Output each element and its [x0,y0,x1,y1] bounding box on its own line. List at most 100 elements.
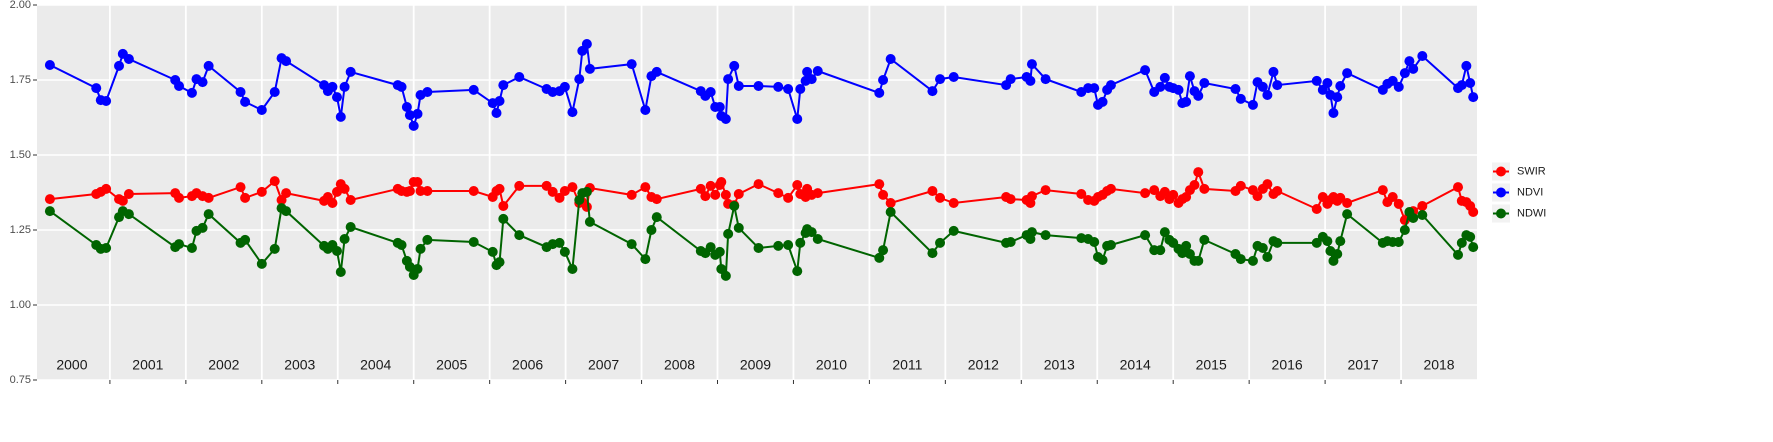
series [44,39,1479,131]
data-point [554,237,565,248]
data-point [541,180,552,191]
data-point [1168,189,1179,200]
data-point [1393,81,1404,92]
data-point [812,66,823,76]
y-tick-label: 1.25 [10,224,31,236]
data-point [948,72,959,82]
data-point [1026,227,1037,238]
data-point [203,209,214,220]
data-point [1408,63,1419,74]
data-point [885,198,896,208]
data-point [812,188,823,199]
data-point [491,108,502,118]
data-point [1399,68,1410,79]
data-point [1342,68,1353,79]
data-point [1272,80,1283,91]
data-point [1155,245,1166,256]
data-point [494,183,505,194]
data-point [514,180,525,191]
data-point [651,194,662,205]
data-point [1393,237,1404,247]
year-label: 2000 [56,357,87,373]
data-point [235,87,246,97]
data-point [412,264,423,274]
data-point [753,81,764,91]
data-point [1173,84,1184,95]
year-label: 2016 [1272,357,1303,373]
year-label: 2006 [512,357,543,373]
data-point [422,186,433,196]
data-point [174,81,185,91]
data-point [885,207,896,217]
data-point [720,114,731,124]
year-label: 2011 [892,357,922,373]
data-point [547,186,558,197]
data-point [948,198,959,208]
data-point [626,239,637,250]
data-point [1181,96,1192,107]
data-point [1328,108,1339,118]
data-point [1468,207,1479,217]
data-point [1230,84,1241,94]
data-point [1456,80,1467,91]
data-point [422,234,433,245]
data-point [203,60,214,71]
data-point [1159,227,1170,238]
data-point [1247,255,1258,266]
data-point [584,216,595,227]
data-point [1311,237,1322,248]
data-point [1332,249,1343,259]
data-point [422,87,433,97]
data-point [415,243,426,254]
data-point [651,212,662,223]
data-point [626,59,637,70]
data-point [332,186,342,197]
data-point [640,182,651,193]
data-point [1468,242,1479,253]
data-point [1332,92,1343,103]
data-point [1025,75,1036,86]
data-point [1089,237,1100,247]
data-point [567,264,578,274]
data-point [1262,90,1273,100]
data-point [1456,237,1467,248]
data-point [1181,240,1192,251]
data-point [1257,81,1268,92]
data-point [404,186,415,196]
data-point [626,189,637,200]
data-point [401,102,412,112]
data-point [783,240,794,250]
data-point [874,87,885,98]
data-point [927,248,938,259]
data-point [753,243,764,253]
data-point [581,201,592,212]
data-point [514,72,525,82]
data-point [733,81,744,91]
data-point [1140,65,1151,76]
data-point [1235,180,1246,191]
data-point [1311,75,1322,86]
data-point [1193,90,1204,101]
data-point [773,240,784,251]
data-point [567,107,578,118]
data-point [878,189,889,200]
year-label: 2018 [1423,357,1454,373]
data-point [640,105,651,115]
data-point [468,237,479,247]
data-point [44,194,55,205]
data-point [1005,194,1016,205]
year-label: 2004 [360,357,391,373]
data-point [327,198,338,208]
y-tick-label: 1.75 [10,74,31,86]
data-point [494,96,505,106]
y-tick-label: 0.75 [10,374,31,386]
data-point [581,39,592,49]
data-point [91,83,102,94]
data-point [812,234,823,244]
data-point [339,81,350,92]
data-point [44,60,55,70]
data-point [468,186,479,196]
data-point [1097,255,1108,265]
data-point [729,60,740,71]
data-point [1453,249,1464,260]
